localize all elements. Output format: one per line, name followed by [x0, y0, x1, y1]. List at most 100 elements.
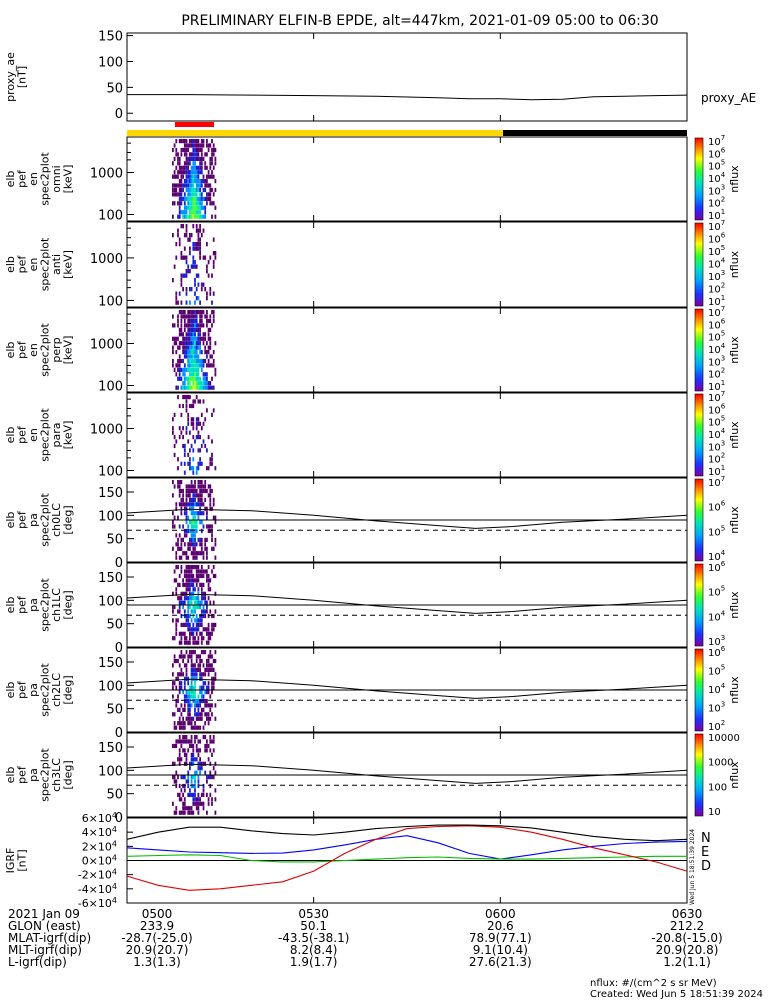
- spectrogram-cell: [177, 367, 179, 372]
- ylabel-line: elb: [4, 342, 17, 359]
- spectrogram-cell: [194, 179, 196, 184]
- spectrogram-cell: [209, 201, 212, 206]
- spectrogram-cell: [192, 448, 195, 453]
- spectrogram-cell: [183, 205, 186, 210]
- colorbar-tick-exp: 1: [721, 464, 725, 472]
- spectrogram-cell: [173, 658, 176, 664]
- spectrogram-cell: [190, 775, 193, 780]
- spectrogram-cell: [197, 502, 200, 507]
- spectrogram-cell: [175, 533, 178, 538]
- spectrogram-cell: [180, 314, 183, 319]
- spectrogram-cell: [180, 341, 183, 346]
- spectrogram-cell: [192, 426, 195, 431]
- spectrogram-cell: [211, 363, 213, 368]
- ylabel-line: elb: [4, 427, 17, 444]
- spectrogram-cell: [189, 582, 191, 587]
- colorbar-tick-exp: 1: [721, 294, 725, 302]
- spectrogram-cell: [182, 600, 184, 605]
- spectrogram-cell: [206, 341, 208, 346]
- spectrogram-cell: [189, 156, 191, 161]
- spectrogram-cell: [206, 609, 208, 614]
- spectrogram-cell: [182, 187, 184, 193]
- spectrogram-cell: [189, 488, 191, 494]
- spectrogram-cell: [190, 810, 193, 815]
- spectrogram-cell: [207, 743, 210, 749]
- spectrogram-cell: [192, 345, 195, 350]
- spectrogram-cell: [199, 488, 201, 494]
- spectrogram-cell: [183, 596, 186, 601]
- spectrogram-cell: [209, 528, 212, 534]
- spectrogram-cell: [189, 761, 191, 766]
- spectrogram-cell: [189, 170, 191, 175]
- spectrogram-cell: [182, 497, 184, 502]
- spectrogram-cell: [194, 358, 196, 364]
- spectrogram-cell: [199, 622, 201, 627]
- spectrogram-cell: [185, 690, 188, 695]
- spectrogram-cell: [189, 237, 191, 242]
- spectrogram-cell: [173, 524, 176, 529]
- spectrogram-cell: [211, 752, 213, 757]
- spectrogram-cell: [190, 520, 193, 525]
- spectrogram-cell: [207, 174, 210, 179]
- spectrogram-cell: [175, 506, 178, 511]
- spectrogram-cell: [192, 196, 195, 201]
- spectrogram-cell: [209, 792, 212, 797]
- spectrogram-cell: [200, 766, 203, 771]
- spectrogram-cell: [212, 350, 215, 355]
- spectrogram-cell: [199, 716, 201, 721]
- spectrogram-cell: [206, 310, 208, 315]
- spectrogram-cell: [189, 246, 191, 251]
- spectrogram-cell: [192, 506, 195, 511]
- ylabel-line: en: [27, 258, 40, 272]
- spectrogram-cell: [192, 417, 195, 422]
- spectrogram-cell: [190, 703, 193, 708]
- spectrogram-cell: [194, 775, 196, 780]
- spectrogram-cell: [177, 363, 179, 368]
- ylabel-line: elb: [4, 682, 17, 699]
- spectrogram-cell: [211, 170, 213, 175]
- spectrogram-cell: [190, 672, 193, 677]
- spectrogram-cell: [183, 196, 186, 201]
- spectrogram-cell: [202, 439, 205, 444]
- spectrogram-cell: [177, 618, 179, 623]
- colorbar-tick: 1000: [708, 758, 733, 769]
- spectrogram-cell: [204, 596, 207, 601]
- ephemeris-value: 8.2(8.4): [290, 943, 338, 957]
- spectrogram-cell: [194, 520, 196, 525]
- spectrogram-cell: [194, 609, 196, 614]
- spectrogram-cell: [209, 502, 212, 507]
- spectrogram-cell: [209, 739, 212, 744]
- spectrogram-cell: [204, 287, 207, 292]
- spectrogram-cell: [178, 533, 181, 538]
- spectrogram-cell: [194, 636, 196, 641]
- spectrogram-cell: [187, 358, 190, 364]
- colorbar-tick: 105: [708, 524, 725, 538]
- spectrogram-cell: [177, 183, 179, 188]
- ytick-label: 1000: [90, 337, 123, 352]
- spectrogram-cell: [177, 707, 179, 712]
- spectrogram-cell: [195, 210, 198, 215]
- spectrogram-cell: [190, 443, 193, 449]
- spectrogram-cell: [199, 318, 201, 324]
- ylabel-line: [keV]: [62, 165, 75, 194]
- ephemeris-value: -28.7(-25.0): [121, 931, 192, 945]
- spectrogram-cell: [187, 712, 190, 717]
- spectrogram-cell: [190, 214, 193, 219]
- spectrogram-cell: [189, 502, 191, 507]
- spectrogram-cell: [200, 170, 203, 175]
- spectrogram-cell: [202, 707, 205, 712]
- spectrogram-cell: [197, 466, 200, 471]
- spectrogram-cell: [199, 381, 201, 386]
- ytick-exp: 4: [112, 811, 117, 820]
- spectrogram-cell: [177, 192, 179, 197]
- spectrogram-cell: [209, 587, 212, 592]
- spectrogram-cell: [192, 421, 195, 426]
- spectrogram-cell: [183, 143, 186, 148]
- spectrogram-cell: [200, 367, 203, 372]
- spectrogram-cell: [206, 573, 208, 579]
- spectrogram-cell: [189, 448, 191, 453]
- spectrogram-cell: [192, 752, 195, 757]
- spectrogram-cell: [189, 367, 191, 372]
- spectrogram-cell: [204, 537, 207, 542]
- spectrogram-cell: [195, 488, 198, 494]
